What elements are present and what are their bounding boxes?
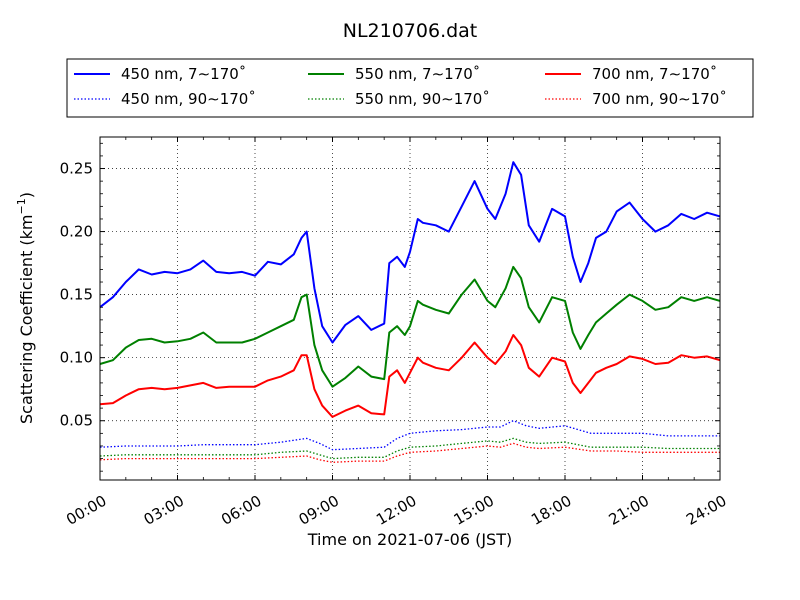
series-line-1 <box>99 161 721 344</box>
legend-label-6: 700 nm, 90∼170˚ <box>592 90 727 108</box>
series-layer <box>99 161 721 463</box>
y-axis-label-exponent: −1 <box>15 198 28 214</box>
y-tick-label: 0.15 <box>60 286 93 304</box>
legend-label-1: 450 nm, 7∼170˚ <box>121 65 246 83</box>
legend-label-2: 550 nm, 7∼170˚ <box>355 65 480 83</box>
y-tick-label: 0.20 <box>60 223 93 241</box>
series-line-5 <box>99 437 720 460</box>
series-line-3 <box>99 334 721 418</box>
plot-area: 00:00 03:00 06:00 09:00 12:00 15:00 18:00 21:00… <box>60 136 730 529</box>
y-tick-labels: 0.05 0.10 0.15 0.20 0.25 <box>60 160 93 430</box>
plot-frame <box>99 136 721 481</box>
y-tick-label: 0.25 <box>60 160 93 178</box>
y-axis-label: Scattering Coefficient (km−1) <box>15 192 36 424</box>
series-line-6 <box>99 442 720 463</box>
legend-label-4: 450 nm, 90∼170˚ <box>121 90 256 108</box>
x-axis-label: Time on 2021-07-06 (JST) <box>307 530 512 549</box>
y-tick-label: 0.05 <box>60 412 93 430</box>
legend-label-5: 550 nm, 90∼170˚ <box>355 90 490 108</box>
legend-frame <box>66 58 754 118</box>
plot-background <box>100 137 720 480</box>
chart-title: NL210706.dat <box>343 20 478 42</box>
y-axis-label-main: Scattering Coefficient (km <box>17 214 36 424</box>
grid <box>99 137 721 480</box>
legend: 450 nm, 7∼170˚ 550 nm, 7∼170˚ 700 nm, 7∼17… <box>66 58 754 118</box>
y-axis-label-close: ) <box>17 192 36 198</box>
legend-label-3: 700 nm, 7∼170˚ <box>592 65 717 83</box>
series-line-2 <box>99 265 721 388</box>
y-tick-label: 0.10 <box>60 349 93 367</box>
